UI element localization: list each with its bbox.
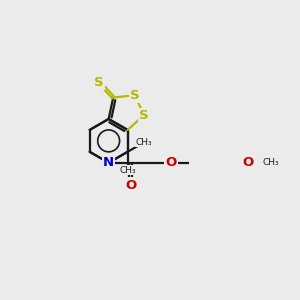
Text: CH₃: CH₃ xyxy=(262,158,279,167)
Text: O: O xyxy=(242,156,254,169)
Text: N: N xyxy=(103,156,114,169)
Text: CH₃: CH₃ xyxy=(119,166,136,175)
Text: O: O xyxy=(166,156,177,169)
Text: S: S xyxy=(139,109,149,122)
Text: S: S xyxy=(94,76,104,88)
Text: CH₃: CH₃ xyxy=(135,138,152,147)
Text: O: O xyxy=(125,178,136,191)
Text: S: S xyxy=(130,89,140,102)
